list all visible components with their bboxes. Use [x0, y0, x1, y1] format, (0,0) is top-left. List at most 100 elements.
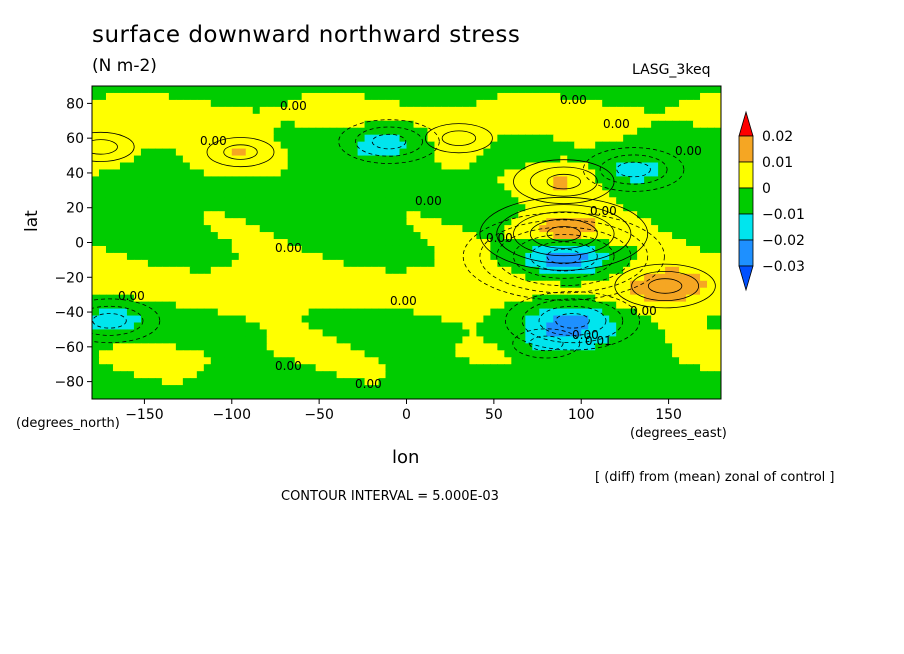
field-cell	[490, 190, 498, 198]
field-cell	[504, 232, 512, 240]
field-cell	[644, 364, 652, 372]
field-cell	[175, 378, 184, 386]
field-cell	[539, 252, 547, 261]
field-cell	[602, 176, 610, 184]
field-cell	[273, 385, 282, 393]
field-cell	[616, 280, 624, 289]
field-cell	[301, 232, 310, 240]
field-cell	[490, 287, 498, 296]
field-cell	[539, 315, 547, 324]
field-cell	[280, 183, 289, 191]
field-cell	[378, 190, 387, 198]
field-cell	[490, 266, 498, 275]
field-cell	[336, 204, 345, 212]
field-cell	[700, 148, 708, 157]
field-cell	[140, 183, 149, 191]
field-cell	[182, 99, 191, 108]
field-cell	[511, 141, 519, 150]
field-cell	[553, 378, 561, 386]
field-cell	[175, 86, 184, 94]
field-cell	[448, 308, 457, 317]
field-cell	[154, 106, 163, 115]
field-cell	[266, 225, 275, 233]
field-cell	[504, 308, 512, 317]
field-cell	[273, 357, 282, 365]
x-tick-label: 100	[568, 407, 595, 423]
field-cell	[686, 392, 694, 399]
field-cell	[245, 343, 254, 351]
field-cell	[525, 141, 533, 150]
field-cell	[448, 211, 457, 219]
field-cell	[147, 113, 156, 122]
field-cell	[217, 259, 226, 268]
field-cell	[252, 225, 261, 233]
field-cell	[406, 371, 415, 379]
field-cell	[553, 169, 561, 178]
field-cell	[700, 197, 708, 205]
field-cell	[182, 120, 191, 129]
field-cell	[623, 225, 631, 233]
field-cell	[525, 329, 533, 337]
field-cell	[707, 239, 715, 247]
field-cell	[280, 113, 289, 122]
field-cell	[224, 343, 233, 351]
field-cell	[588, 364, 596, 372]
colorbar-segment	[738, 239, 754, 267]
field-cell	[161, 204, 170, 212]
field-cell	[623, 364, 631, 372]
field-cell	[371, 280, 380, 289]
field-cell	[567, 273, 575, 282]
field-cell	[392, 169, 401, 178]
field-cell	[280, 308, 289, 317]
field-cell	[105, 378, 114, 386]
field-cell	[217, 169, 226, 178]
field-cell	[434, 218, 443, 226]
field-cell	[350, 92, 359, 101]
field-cell	[259, 329, 268, 337]
field-cell	[322, 190, 331, 198]
field-cell	[259, 197, 268, 205]
field-cell	[602, 378, 610, 386]
field-cell	[175, 259, 184, 268]
field-cell	[413, 127, 422, 136]
field-cell	[497, 322, 505, 331]
field-cell	[497, 329, 505, 337]
field-cell	[238, 266, 247, 275]
field-cell	[707, 371, 715, 379]
field-cell	[686, 190, 694, 198]
field-cell	[455, 92, 464, 101]
field-cell	[301, 204, 310, 212]
field-cell	[189, 162, 198, 171]
field-cell	[441, 86, 450, 94]
field-cell	[693, 364, 701, 372]
field-cell	[714, 176, 721, 184]
field-cell	[595, 141, 603, 150]
field-cell	[245, 190, 254, 198]
field-cell	[189, 141, 198, 150]
field-cell	[133, 266, 142, 275]
field-cell	[217, 385, 226, 393]
field-cell	[581, 350, 589, 358]
field-cell	[161, 329, 170, 337]
field-cell	[651, 134, 659, 143]
field-cell	[287, 99, 296, 108]
field-cell	[616, 239, 624, 247]
field-cell	[322, 183, 331, 191]
field-cell	[133, 169, 142, 178]
field-cell	[567, 392, 575, 399]
field-cell	[92, 239, 100, 247]
field-cell	[245, 225, 254, 233]
field-cell	[92, 357, 100, 365]
field-cell	[133, 287, 142, 296]
field-cell	[588, 162, 596, 171]
field-cell	[693, 148, 701, 157]
field-cell	[259, 364, 268, 372]
field-cell	[462, 364, 470, 372]
field-cell	[441, 294, 450, 303]
field-cell	[301, 364, 310, 372]
field-cell	[105, 162, 114, 171]
field-cell	[427, 308, 436, 317]
field-cell	[427, 371, 436, 379]
field-cell	[686, 371, 694, 379]
field-cell	[119, 329, 128, 337]
